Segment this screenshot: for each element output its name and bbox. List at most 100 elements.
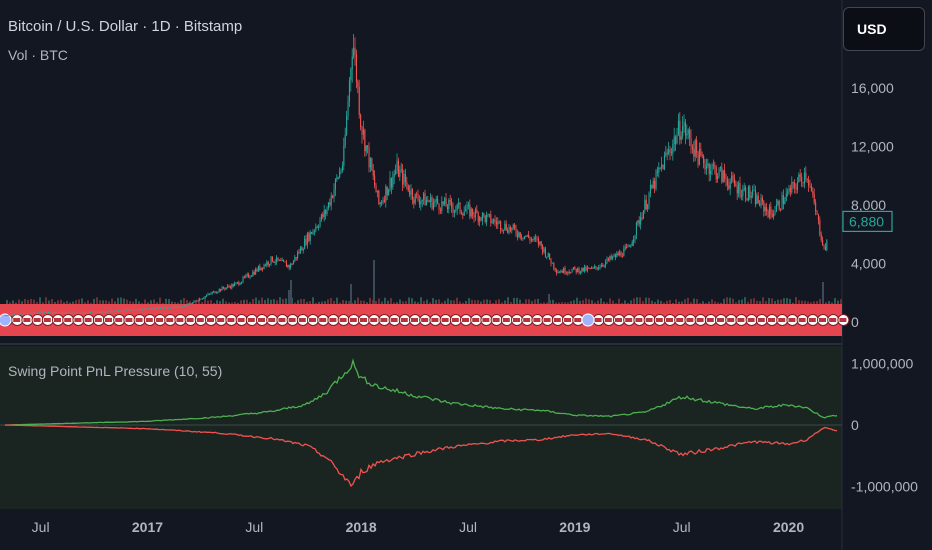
marker-stripe	[94, 318, 102, 322]
candle-body	[287, 265, 289, 267]
candle-body	[687, 130, 689, 134]
volume-bar	[546, 302, 548, 304]
candle-body	[234, 283, 236, 287]
candle-body	[140, 309, 142, 311]
candle-body	[449, 199, 451, 202]
candle-body	[742, 189, 744, 196]
candle-body	[84, 312, 86, 314]
marker-stripe	[778, 318, 786, 322]
symbol-title[interactable]: Bitcoin / U.S. Dollar · 1D · Bitstamp	[8, 18, 243, 35]
candle-body	[753, 190, 755, 192]
volume-bar	[354, 300, 356, 304]
volume-bar	[306, 301, 308, 304]
marker-stripe	[472, 318, 480, 322]
candle-body	[512, 224, 514, 228]
volume-spike	[290, 280, 292, 304]
volume-bar	[69, 302, 71, 304]
candle-body	[173, 306, 175, 308]
candle-body	[596, 267, 598, 269]
marker-stripe	[564, 318, 571, 322]
indicator-title[interactable]: Swing Point PnL Pressure (10, 55)	[8, 363, 223, 379]
volume-bar	[834, 297, 836, 304]
volume-bar	[726, 297, 728, 304]
candle-body	[325, 210, 327, 214]
volume-bar	[612, 300, 614, 304]
candle-body	[581, 267, 583, 272]
candle-body	[775, 204, 777, 212]
candle-body	[647, 204, 649, 209]
volume-bar	[210, 300, 212, 304]
volume-bar	[381, 301, 383, 304]
candle-body	[571, 269, 573, 273]
candle-body	[320, 214, 322, 221]
flag-marker	[0, 313, 12, 327]
volume-bar	[336, 297, 338, 304]
volume-bar	[384, 297, 386, 304]
volume-bar	[93, 298, 95, 304]
candle-body	[266, 261, 268, 266]
volume-bar	[747, 301, 749, 304]
candle-body	[248, 274, 250, 278]
candle-body	[278, 259, 280, 261]
candle-body	[749, 186, 751, 198]
candle-body	[250, 275, 252, 277]
marker-stripe	[451, 318, 459, 322]
volume-bar	[780, 299, 782, 304]
volume-bar	[18, 299, 20, 304]
candle-body	[789, 187, 791, 193]
currency-button[interactable]: USD	[843, 7, 925, 51]
long-pressure-line	[5, 358, 838, 426]
candle-body	[129, 309, 131, 311]
volume-bar	[672, 302, 674, 304]
volume-bar	[360, 300, 362, 304]
candle-body	[246, 274, 248, 276]
volume-bar	[123, 298, 125, 304]
candle-body	[617, 253, 619, 256]
candle-body	[704, 163, 706, 170]
candle-body	[689, 130, 691, 138]
candle-body	[455, 209, 457, 211]
indicator-axis-label: 1,000,000	[851, 356, 913, 372]
candle-body	[327, 202, 329, 209]
volume-bar	[48, 300, 50, 304]
marker-stripe	[553, 318, 561, 322]
volume-bar	[45, 297, 47, 304]
candle-body	[663, 155, 665, 170]
volume-bar	[729, 297, 731, 304]
candle-body	[410, 189, 412, 195]
volume-bar	[126, 299, 128, 304]
candle-body	[526, 234, 528, 237]
candle-body	[803, 172, 805, 184]
volume-bar	[318, 301, 320, 304]
candle-body	[460, 212, 462, 214]
volume-bar	[273, 299, 275, 304]
candle-body	[809, 185, 811, 187]
candle-body	[57, 312, 59, 314]
volume-bar	[627, 302, 629, 304]
candle-body	[180, 306, 182, 308]
candle-body	[635, 222, 637, 236]
candle-body	[423, 193, 425, 200]
volume-bar	[222, 298, 224, 304]
candle-body	[623, 248, 625, 257]
marker-stripe	[676, 318, 684, 322]
marker-stripe	[604, 318, 612, 322]
candle-body	[554, 268, 556, 271]
volume-bar	[693, 298, 695, 304]
volume-bar	[279, 297, 281, 304]
candle-body	[330, 195, 332, 206]
volume-bar	[342, 300, 344, 304]
candle-body	[382, 199, 384, 203]
candle-body	[743, 187, 745, 190]
candle-body	[739, 183, 741, 197]
candle-body	[466, 204, 468, 210]
candle-body	[185, 305, 187, 307]
volume-bar	[573, 300, 575, 304]
candle-body	[50, 311, 52, 313]
candle-body	[696, 139, 698, 153]
volume-bar	[468, 298, 470, 304]
marker-stripe	[207, 318, 214, 322]
volume-bar	[576, 297, 578, 304]
candle-body	[232, 284, 234, 287]
